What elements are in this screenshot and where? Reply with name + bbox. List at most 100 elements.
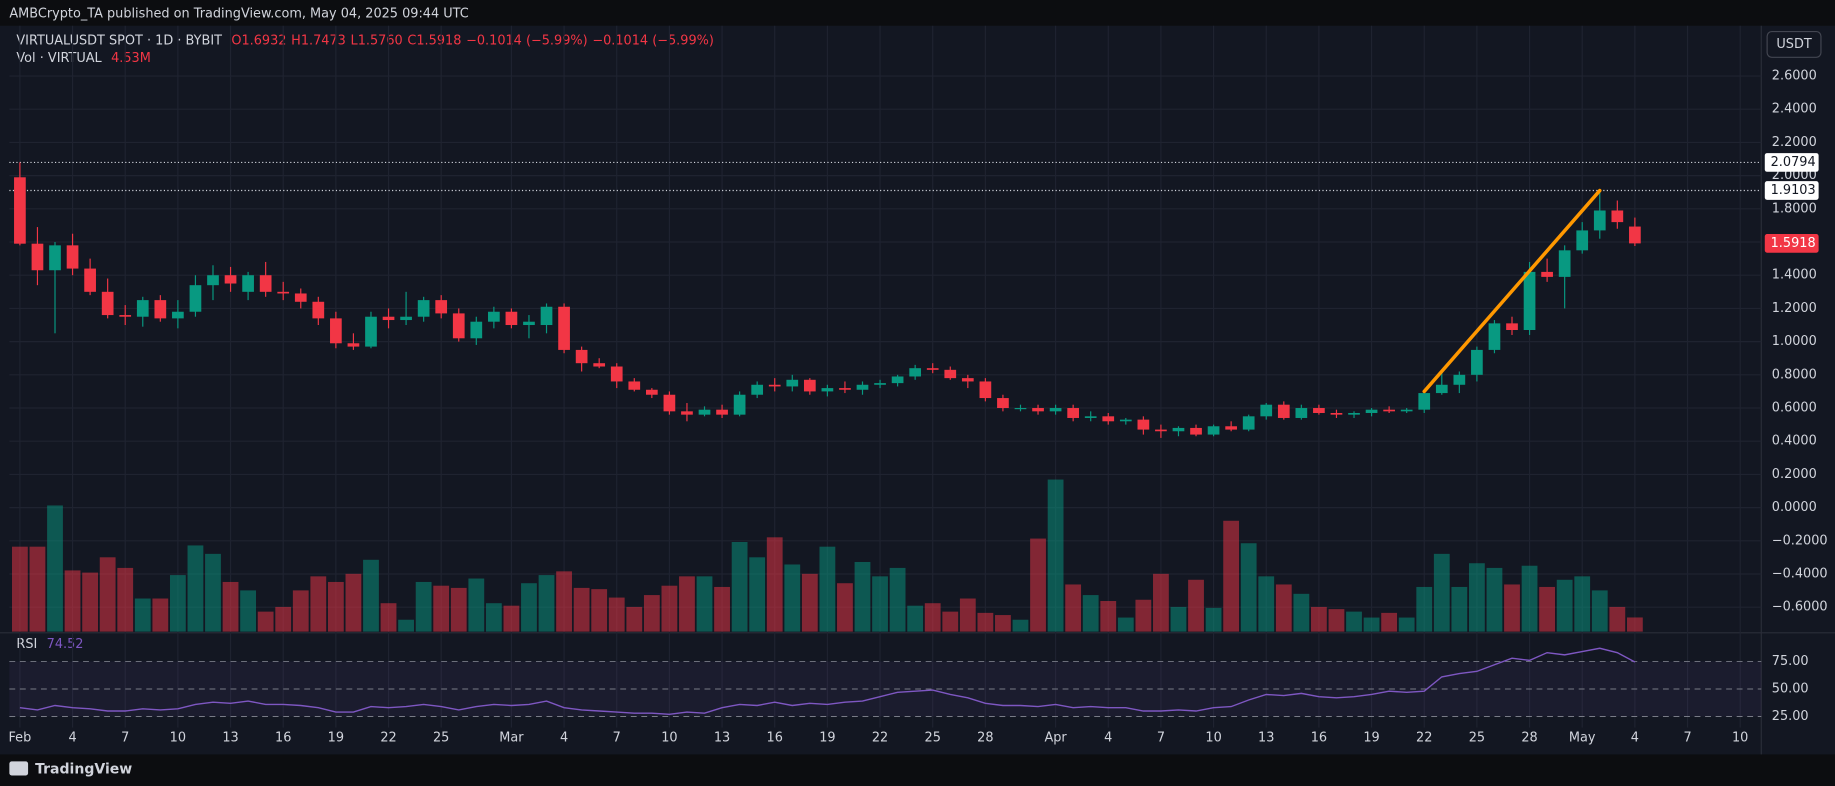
volume-bar: [1591, 590, 1608, 632]
candle-body: [1102, 416, 1115, 422]
candle-body: [1260, 404, 1273, 417]
candle-body: [452, 313, 465, 339]
change-2: −0.1014 (−5.99%): [592, 33, 714, 48]
x-tick-label: May: [1569, 731, 1596, 746]
candle-body: [1593, 210, 1606, 231]
candle-body: [716, 409, 728, 415]
currency-label[interactable]: USDT: [1776, 37, 1811, 52]
candle-body: [224, 275, 237, 284]
volume-bar: [152, 598, 169, 632]
volume-bar: [679, 576, 695, 632]
candle-body: [347, 343, 360, 347]
y-tick-label: 1.4000: [1772, 268, 1817, 283]
rsi-title: RSI: [16, 637, 37, 652]
volume-bar: [837, 583, 853, 632]
candle-body: [277, 291, 290, 294]
volume-bar: [134, 598, 151, 632]
volume-bar: [889, 567, 906, 632]
volume-bar: [626, 606, 643, 632]
rsi-tick-label: 50.00: [1772, 681, 1809, 696]
candle-body: [540, 306, 553, 326]
candle-body: [523, 321, 535, 326]
volume-bar: [643, 595, 660, 632]
candle-body: [14, 177, 26, 244]
candle-body: [1295, 408, 1308, 418]
volume-bar: [1065, 584, 1082, 632]
x-tick-label: 22: [872, 731, 888, 746]
x-tick-label: 4: [560, 731, 568, 746]
volume-bar: [503, 605, 520, 632]
symbol: VIRTUALUSDT SPOT · 1D · BYBIT: [16, 33, 222, 48]
volume-bar: [187, 545, 204, 632]
x-tick-label: 22: [1416, 731, 1432, 746]
volume-bar: [205, 553, 221, 632]
y-tick-label: 0.6000: [1772, 401, 1817, 416]
x-tick-label: 16: [1311, 731, 1327, 746]
candle-body: [1137, 419, 1150, 430]
candle-body: [84, 268, 96, 292]
y-tick-label: 0.4000: [1772, 434, 1817, 449]
candle-body: [1207, 426, 1220, 435]
candle-body: [1558, 250, 1571, 277]
candle-body: [31, 243, 44, 271]
volume-bar: [591, 589, 608, 632]
x-tick-label: 28: [977, 731, 993, 746]
candle-body: [435, 300, 448, 314]
x-tick-label: 10: [1732, 731, 1748, 746]
currency-button[interactable]: [1766, 30, 1822, 58]
volume-bar: [240, 590, 256, 632]
volume-bar: [433, 585, 450, 632]
brand-logo: [9, 761, 29, 776]
x-tick-label: Feb: [9, 731, 32, 746]
y-tick-label: 0.0000: [1772, 500, 1817, 515]
candle-body: [645, 389, 658, 395]
ohlc-low: L1.5760: [351, 33, 403, 48]
candle-body: [698, 409, 711, 415]
volume-bar: [1609, 606, 1626, 632]
volume-bar: [1451, 586, 1468, 632]
candle-body: [1242, 416, 1255, 430]
volume-bar: [1346, 611, 1362, 632]
ohlc-close: C1.5918: [407, 33, 461, 48]
candle-body: [66, 245, 79, 269]
legend: VIRTUALUSDT SPOT · 1D · BYBIT O1.6932 H1…: [16, 33, 714, 652]
volume-bar: [222, 581, 239, 632]
x-tick-label: 25: [433, 731, 449, 746]
candle-body: [488, 311, 500, 322]
footer-bar: [0, 754, 1835, 786]
candle-body: [49, 245, 61, 271]
candle-body: [172, 311, 184, 319]
x-tick-label: 16: [275, 731, 291, 746]
candle-body: [891, 376, 904, 384]
x-tick-label: 10: [1205, 731, 1221, 746]
candle-body: [628, 381, 641, 390]
candle-body: [1400, 409, 1413, 412]
candle-body: [242, 275, 254, 292]
candle-body: [1629, 226, 1641, 244]
volume-bar: [47, 505, 63, 632]
candle-body: [909, 368, 922, 377]
volume-bar: [521, 583, 537, 632]
volume-bar: [1188, 579, 1204, 632]
volume-bar: [1521, 565, 1538, 632]
volume-bar: [1153, 573, 1169, 632]
volume-bar: [907, 605, 924, 632]
trendline: [1422, 188, 1602, 394]
footer-brand: TradingView: [35, 762, 132, 778]
candle-body: [961, 378, 974, 382]
volume-bar: [819, 546, 836, 632]
y-tick-label: 2.2000: [1772, 135, 1817, 150]
candle-body: [470, 321, 483, 339]
candle-body: [189, 285, 202, 312]
rsi-line: [19, 647, 1636, 716]
volume-bar: [714, 586, 730, 632]
volume-bar: [415, 581, 432, 632]
candle-body: [1611, 210, 1624, 223]
x-tick-label: Mar: [499, 731, 524, 746]
volume-bar: [1626, 617, 1643, 632]
candle-body: [365, 316, 377, 347]
volume-bar: [608, 597, 625, 632]
volume-bar: [766, 537, 783, 632]
volume-bar: [450, 587, 467, 632]
candle-body: [681, 411, 693, 415]
